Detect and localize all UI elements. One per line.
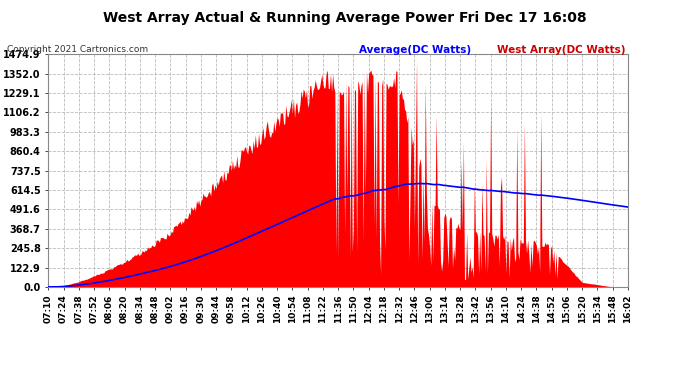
Text: West Array(DC Watts): West Array(DC Watts) (497, 45, 625, 55)
Text: Average(DC Watts): Average(DC Watts) (359, 45, 471, 55)
Text: Copyright 2021 Cartronics.com: Copyright 2021 Cartronics.com (7, 45, 148, 54)
Text: West Array Actual & Running Average Power Fri Dec 17 16:08: West Array Actual & Running Average Powe… (104, 11, 586, 25)
